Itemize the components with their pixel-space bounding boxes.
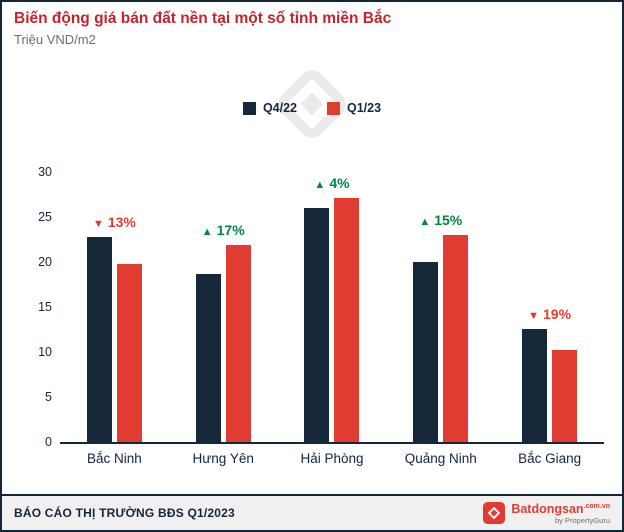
chart-unit-label: Triệu VND/m2 xyxy=(14,32,96,47)
bar-q1-23 xyxy=(552,350,578,442)
y-axis-tick-label: 15 xyxy=(38,300,52,314)
legend-item: Q1/23 xyxy=(327,101,381,115)
bar-group: ▲ 4% xyxy=(278,172,387,442)
change-annotation: ▲ 17% xyxy=(169,222,278,238)
house-diamond-logo-icon xyxy=(483,502,506,524)
y-axis-tick-label: 5 xyxy=(45,390,52,404)
report-name: BÁO CÁO THỊ TRƯỜNG BĐS Q1/2023 xyxy=(14,506,235,520)
bar-pair xyxy=(413,235,469,442)
x-axis-label: Hưng Yên xyxy=(192,451,254,466)
batdongsan-diamond-watermark-icon xyxy=(268,60,356,148)
change-percent-label: 13% xyxy=(107,213,136,230)
y-axis-tick-label: 10 xyxy=(38,345,52,359)
triangle-up-icon: ▲ xyxy=(314,179,326,192)
bar-pair xyxy=(522,328,578,442)
plot-area: ▼ 13% ▲ 17% ▲ 4% ▲ 15% ▼ 19% xyxy=(60,172,604,444)
bar-q4-22 xyxy=(413,262,439,442)
bar-q4-22 xyxy=(195,273,221,442)
y-axis: 30 25 20 15 10 5 0 xyxy=(28,165,52,449)
bar-pair xyxy=(195,244,251,442)
bar-group: ▼ 19% xyxy=(495,172,604,442)
triangle-up-icon: ▲ xyxy=(419,216,431,228)
bar-q1-23 xyxy=(225,244,251,442)
legend-label: Q4/22 xyxy=(262,101,297,115)
bar-pair xyxy=(304,198,360,442)
triangle-down-icon: ▼ xyxy=(528,309,540,322)
brand-suffix: .com.vn xyxy=(583,502,610,510)
x-axis: Bắc Ninh Hưng Yên Hải Phòng Quảng Ninh Bắc G… xyxy=(60,451,604,466)
legend-swatch xyxy=(242,101,256,115)
triangle-down-icon: ▼ xyxy=(92,217,104,230)
change-annotation: ▼ 19% xyxy=(495,306,604,322)
bar-group: ▲ 17% xyxy=(169,172,278,442)
y-axis-tick-label: 30 xyxy=(38,165,52,179)
bar-pair xyxy=(86,236,142,442)
bar-q1-23 xyxy=(334,198,360,442)
bar-q4-22 xyxy=(304,208,330,442)
x-axis-label: Bắc Ninh xyxy=(87,451,142,466)
change-percent-label: 15% xyxy=(434,212,463,228)
x-axis-label: Bắc Giang xyxy=(518,451,582,466)
legend-swatch xyxy=(327,101,340,115)
change-percent-label: 17% xyxy=(216,221,245,238)
change-annotation: ▼ 13% xyxy=(60,214,169,230)
bar-q4-22 xyxy=(86,236,112,442)
legend-item: Q4/22 xyxy=(242,101,297,115)
bar-group: ▼ 13% xyxy=(60,172,169,442)
change-annotation: ▲ 15% xyxy=(386,212,495,228)
brand-text: Batdongsan.com.vn by PropertyGuru xyxy=(511,501,610,525)
bar-group: ▲ 15% xyxy=(386,172,495,442)
chart-header: Biến động giá bán đất nền tại một số tỉn… xyxy=(14,10,610,47)
legend-label: Q1/23 xyxy=(347,101,382,115)
bar-q1-23 xyxy=(443,235,469,442)
change-annotation: ▲ 4% xyxy=(278,175,387,191)
brand-tagline: by PropertyGuru xyxy=(554,516,610,526)
y-axis-tick-label: 25 xyxy=(38,210,52,224)
footer: BÁO CÁO THỊ TRƯỜNG BĐS Q1/2023 Batdongsa… xyxy=(2,494,622,530)
chart-legend: Q4/22 Q1/23 xyxy=(2,101,622,115)
x-axis-label: Quảng Ninh xyxy=(404,451,477,466)
bar-chart: 30 25 20 15 10 5 0 ▼ 13% ▲ 17% ▲ 4% ▲ 15% ▼ 19% Bắc Nin… xyxy=(28,165,604,466)
bar-q1-23 xyxy=(116,263,142,442)
brand-name: Batdongsan xyxy=(511,502,584,517)
change-percent-label: 19% xyxy=(543,305,572,322)
change-percent-label: 4% xyxy=(329,175,350,192)
batdongsan-logo: Batdongsan.com.vn by PropertyGuru xyxy=(483,501,610,525)
triangle-up-icon: ▲ xyxy=(201,225,213,238)
chart-title: Biến động giá bán đất nền tại một số tỉn… xyxy=(14,10,392,27)
y-axis-tick-label: 20 xyxy=(38,255,52,269)
x-axis-label: Hải Phòng xyxy=(300,451,364,466)
bar-q4-22 xyxy=(522,328,548,442)
y-axis-tick-label: 0 xyxy=(45,435,52,449)
